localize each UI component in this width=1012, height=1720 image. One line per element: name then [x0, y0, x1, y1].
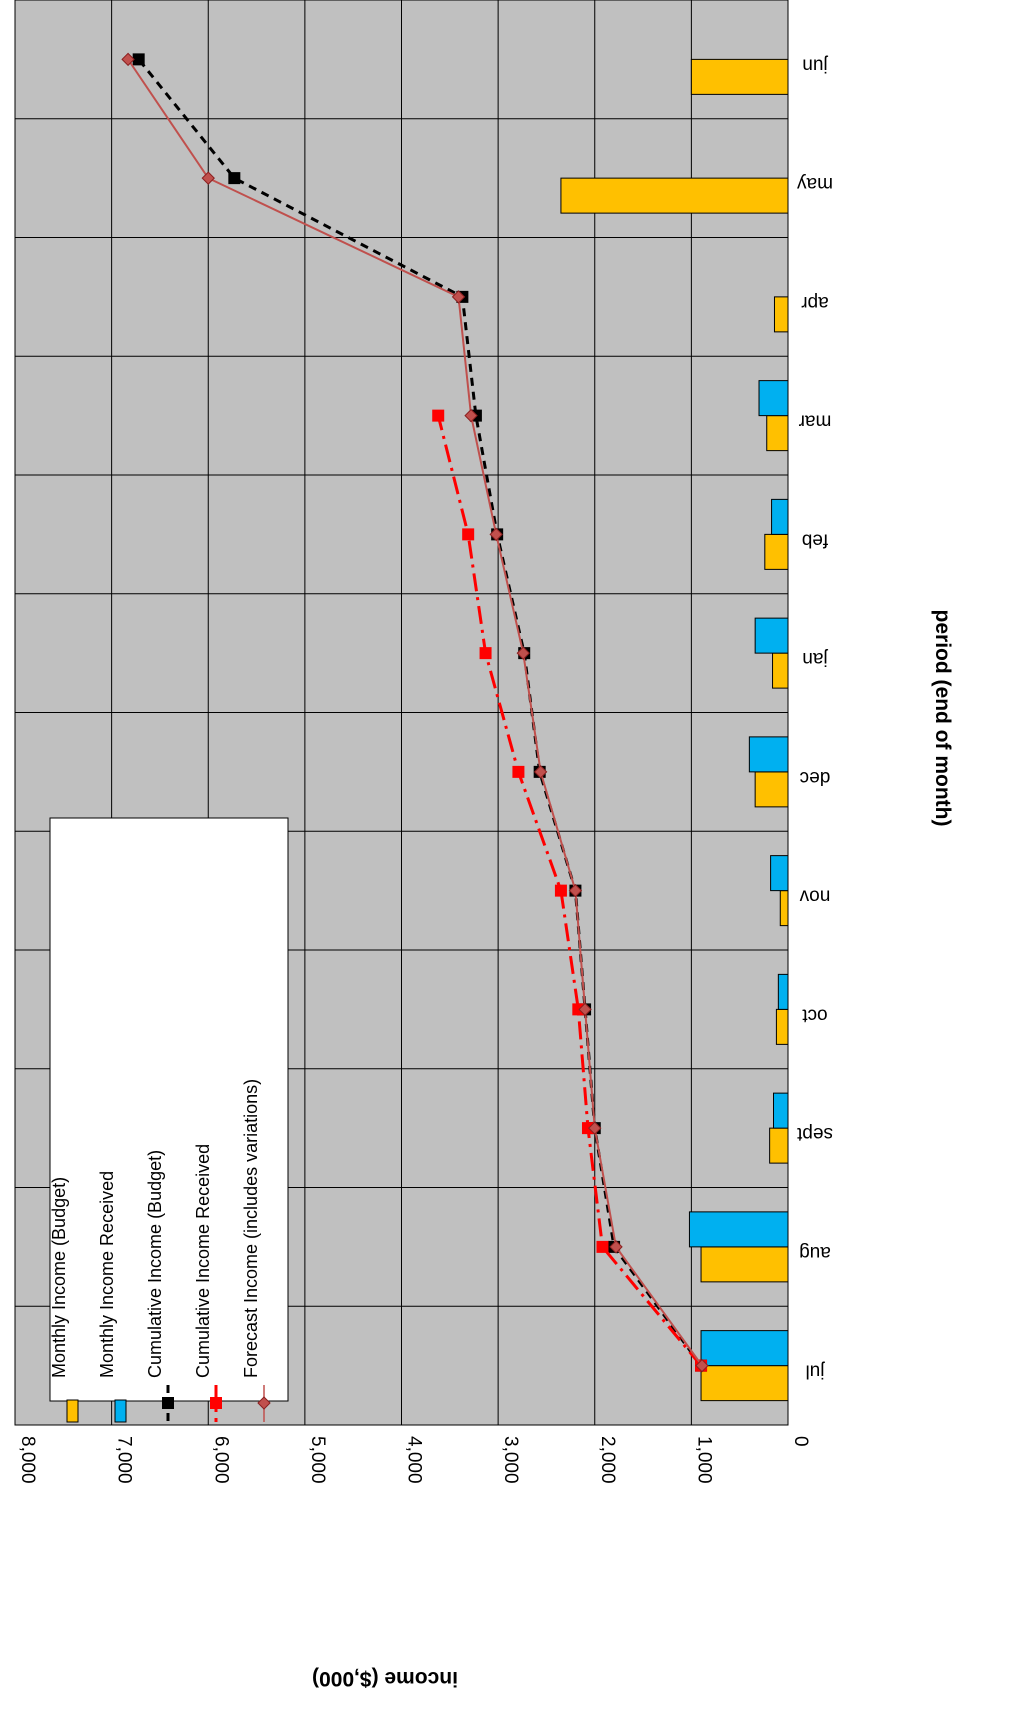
legend-item: Cumulative Income (Budget)	[145, 1150, 174, 1422]
series-line	[127, 58, 703, 1367]
category-tick-label: may	[797, 173, 833, 194]
value-tick-label: 0	[790, 1436, 811, 1447]
series-marker	[451, 290, 466, 304]
y-axis-title: income ($,000)	[312, 1667, 458, 1690]
bar-received	[688, 1211, 789, 1248]
series-marker	[588, 1121, 602, 1135]
series-marker	[432, 409, 445, 422]
category-tick-label: jul	[805, 1361, 825, 1382]
category-tick-label: jun	[802, 54, 828, 75]
series-line	[436, 415, 703, 1367]
bar-received	[754, 617, 789, 654]
value-tick-label: 6,000	[210, 1436, 231, 1484]
series-marker	[464, 408, 478, 423]
category-tick-label: feb	[802, 529, 828, 550]
value-tick-label: 2,000	[597, 1436, 618, 1484]
bar-received	[700, 1330, 789, 1367]
legend-items: Monthly Income (Budget) Monthly Income Re…	[49, 1079, 271, 1423]
bar-budget	[754, 771, 789, 808]
series-marker	[516, 646, 530, 660]
axes: 0 1,000 2,000 3,000 4,000 5,000 6,000 7,000 8,00…	[17, 54, 833, 1483]
bar-received	[771, 498, 789, 535]
series-marker	[554, 884, 567, 897]
category-tick-label: sept	[796, 1123, 833, 1144]
bar-budget	[766, 415, 789, 452]
x-axis-title: period (end of month)	[931, 610, 954, 827]
value-tick-label: 8,000	[17, 1436, 38, 1484]
bar-budget	[700, 1246, 789, 1283]
bar-received	[777, 973, 789, 1010]
series-marker	[596, 1240, 609, 1253]
bar-budget	[700, 1365, 789, 1402]
legend-swatch-marker	[257, 1396, 271, 1410]
value-tick-label: 5,000	[307, 1436, 328, 1484]
category-tick-label: aug	[799, 1242, 831, 1263]
bar-budget	[560, 177, 789, 214]
gridlines	[14, 0, 789, 1426]
category-tick-label: oct	[802, 1004, 828, 1025]
bar-budget	[690, 58, 789, 95]
series-marker	[479, 647, 492, 660]
series-marker	[228, 172, 241, 185]
series-marker	[568, 883, 583, 898]
legend-swatch	[114, 1399, 127, 1423]
series-marker	[695, 1358, 709, 1373]
bar-budget	[779, 890, 789, 927]
legend-swatch-marker	[162, 1397, 174, 1409]
series-marker	[121, 52, 135, 67]
value-tick-label: 1,000	[693, 1436, 714, 1484]
category-tick-label: nov	[799, 886, 830, 907]
legend-item: Monthly Income (Budget)	[49, 1177, 79, 1423]
legend-item: Monthly Income Received	[97, 1171, 127, 1423]
bar-received	[758, 380, 789, 417]
series-marker	[609, 1240, 623, 1254]
value-tick-label: 7,000	[114, 1436, 135, 1484]
category-tick-label: dec	[800, 767, 831, 788]
bar-received	[773, 1092, 789, 1129]
series-marker	[581, 1122, 594, 1135]
legend-swatch-marker	[210, 1397, 222, 1409]
series-marker	[512, 765, 525, 778]
series-marker	[462, 528, 475, 541]
bar-budget	[772, 652, 789, 689]
bar-budget	[775, 1008, 789, 1045]
legend-label: Cumulative Income Received	[193, 1144, 213, 1378]
bar-received	[770, 855, 789, 892]
legend-item: Cumulative Income Received	[193, 1144, 222, 1422]
legend-box	[49, 817, 289, 1402]
bar-series	[560, 58, 789, 1402]
series-marker	[533, 765, 548, 779]
legend-label: Monthly Income (Budget)	[49, 1177, 69, 1378]
legend-label: Forecast Income (includes variations)	[241, 1079, 261, 1378]
series-marker	[572, 1003, 585, 1016]
series-marker	[201, 171, 215, 185]
bar-received	[748, 736, 789, 773]
legend-swatch	[66, 1399, 79, 1423]
category-tick-label: mar	[798, 411, 831, 432]
legend: Monthly Income (Budget) Monthly Income Re…	[49, 817, 289, 1423]
category-tick-label: apr	[801, 292, 829, 313]
legend-label: Monthly Income Received	[97, 1171, 117, 1378]
series-marker	[489, 527, 503, 542]
value-tick-label: 4,000	[404, 1436, 425, 1484]
bar-budget	[769, 1127, 789, 1164]
bar-budget	[773, 296, 789, 333]
value-tick-label: 3,000	[500, 1436, 521, 1484]
series-marker	[132, 53, 145, 66]
line-series	[121, 52, 709, 1373]
category-tick-label: jan	[802, 648, 828, 669]
bar-budget	[764, 533, 789, 570]
legend-item: Forecast Income (includes variations)	[241, 1079, 271, 1422]
series-marker	[578, 1002, 592, 1017]
legend-label: Cumulative Income (Budget)	[145, 1150, 165, 1378]
